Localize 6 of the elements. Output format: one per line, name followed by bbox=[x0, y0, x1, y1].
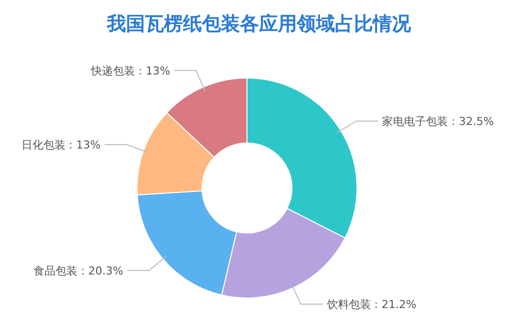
slice-label: 家电电子包装 : 32.5% bbox=[382, 114, 494, 128]
slice-label: 食品包装 : 20.3% bbox=[33, 264, 124, 278]
chart-title: 我国瓦楞纸包装各应用领域占比情况 bbox=[106, 13, 412, 35]
slice-label: 饮料包装 : 21.2% bbox=[326, 298, 416, 312]
slice-label: 快递包装 : 13% bbox=[90, 64, 170, 78]
slice-label: 日化包装 : 13% bbox=[21, 138, 101, 152]
